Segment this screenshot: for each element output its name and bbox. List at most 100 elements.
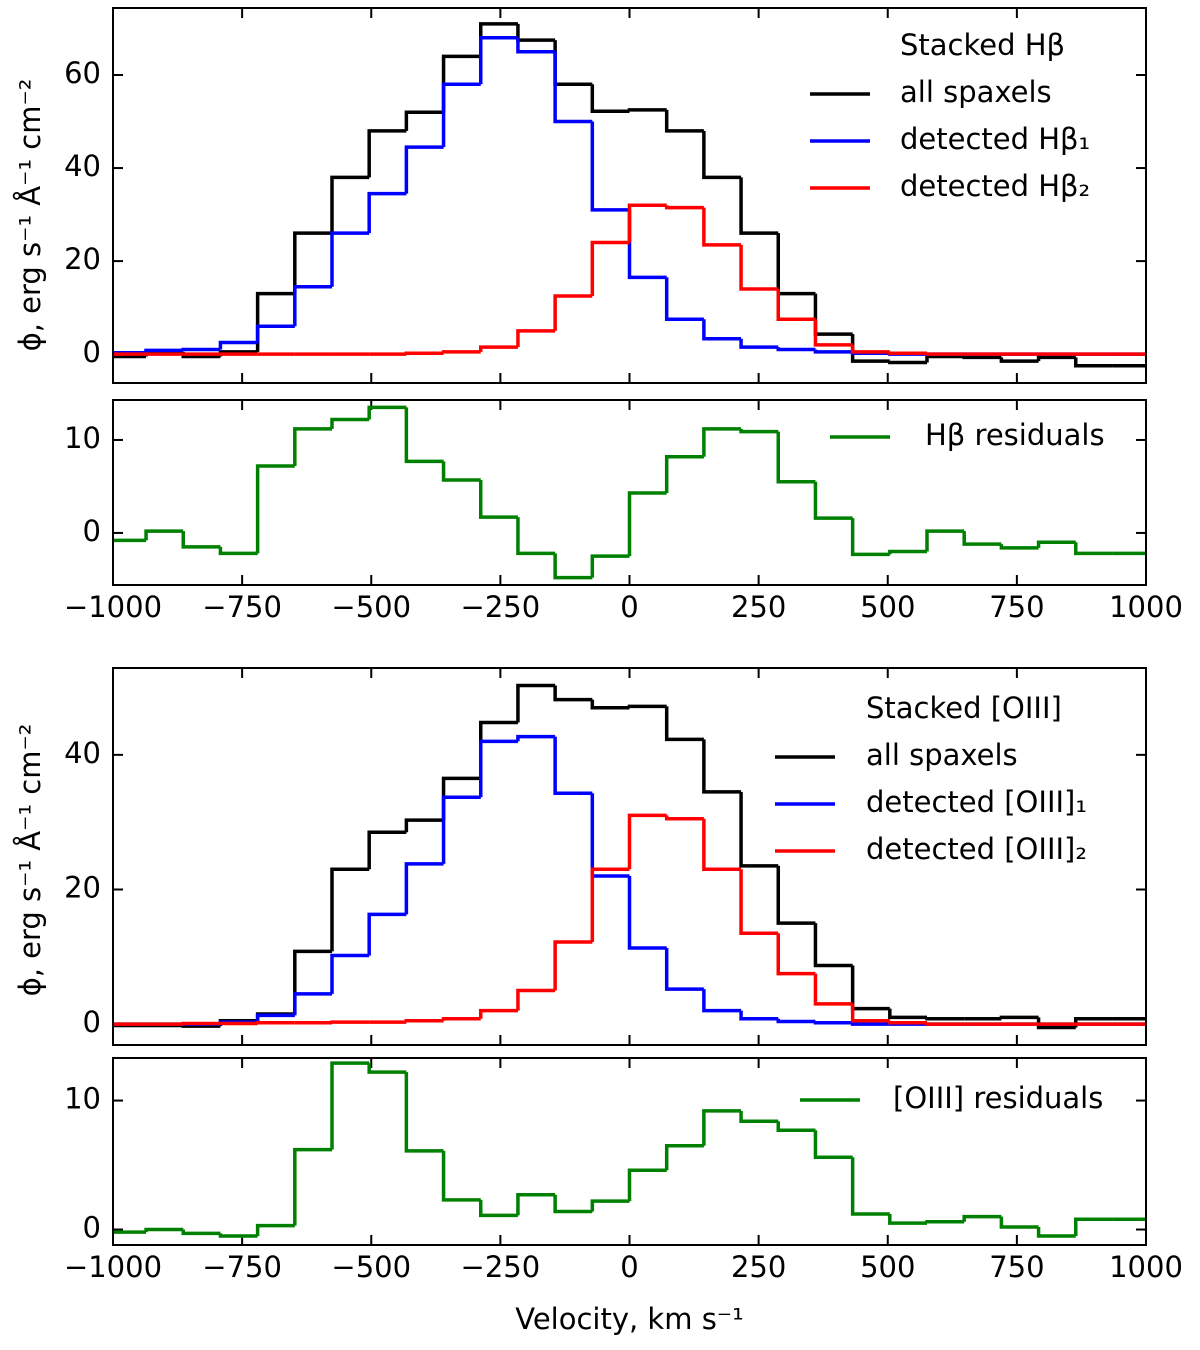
step-segment	[702, 989, 742, 1013]
panel: −1000 −750 −500 −250 0 250 500 750 1000 0 10 [OIII]…	[64, 1057, 1183, 1336]
legend-title: Stacked [OIII]	[866, 691, 1062, 725]
step-segment	[144, 348, 184, 353]
plot-frame	[112, 7, 1147, 384]
step-segment	[218, 1233, 258, 1238]
step-segment	[553, 1194, 593, 1214]
step-segment	[702, 1109, 742, 1146]
x-tick-label: 1000	[1109, 590, 1183, 624]
step-segment	[293, 992, 332, 1016]
step-segment	[925, 529, 965, 552]
x-tick-label: 1000	[1109, 1250, 1183, 1284]
step-segment	[1074, 1217, 1113, 1236]
step-segment	[999, 1216, 1039, 1229]
step-segment	[478, 345, 518, 352]
y-tick-label: 60	[64, 56, 101, 90]
x-tick-label: 0	[620, 1250, 638, 1284]
step-segment	[293, 427, 332, 467]
step-segment	[590, 84, 630, 114]
step-segment	[702, 739, 742, 794]
step-segment	[218, 340, 258, 350]
step-segment	[627, 813, 667, 870]
step-segment	[627, 1168, 667, 1202]
x-tick-label: 0	[620, 590, 638, 624]
step-segment	[776, 289, 816, 322]
step-segment	[181, 1021, 221, 1026]
legend-label: [OIII] residuals	[893, 1081, 1103, 1115]
legend-title: Stacked Hβ	[900, 28, 1065, 62]
step-segment	[181, 1229, 221, 1236]
step-segment	[664, 948, 704, 991]
step-segment	[553, 40, 593, 87]
step-segment	[813, 319, 853, 347]
legend-label: detected [OIII]₂	[866, 832, 1087, 866]
step-segment	[293, 1147, 332, 1226]
step-segment	[888, 360, 928, 365]
x-tick-label: −750	[202, 590, 282, 624]
y-tick-label: 0	[83, 335, 101, 369]
step-segment	[962, 531, 1002, 546]
step-segment	[850, 1022, 890, 1026]
x-tick-label: 500	[860, 590, 915, 624]
step-segment	[255, 464, 295, 554]
plot-frame	[112, 399, 1147, 586]
step-segment	[702, 319, 742, 341]
step-segment	[330, 175, 370, 234]
legend-label: all spaxels	[900, 75, 1052, 109]
step-segment	[367, 912, 407, 956]
step-segment	[813, 349, 853, 354]
step-segment	[255, 1013, 295, 1023]
y-tick-label: 0	[83, 1211, 101, 1245]
step-segment	[739, 244, 779, 291]
panel: −1000 −750 −500 −250 0 250 500 750 1000 0 10 Hβ res…	[64, 399, 1183, 624]
legend-label: detected Hβ₂	[900, 169, 1090, 203]
step-segment	[330, 231, 370, 287]
step-segment	[367, 1063, 407, 1074]
step-segment	[702, 207, 742, 247]
step-segment	[739, 1010, 779, 1021]
x-tick-label: −500	[331, 1250, 411, 1284]
step-segment	[1036, 1226, 1076, 1238]
step-segment	[627, 704, 667, 709]
x-tick-label: −500	[331, 590, 411, 624]
step-segment	[590, 699, 630, 710]
step-segment	[330, 953, 370, 994]
step-segment	[516, 1192, 556, 1216]
step-segment	[404, 818, 444, 833]
x-tick-label: −1000	[64, 1250, 162, 1284]
step-segment	[776, 431, 816, 484]
step-segment	[553, 685, 593, 702]
step-segment	[702, 130, 742, 180]
step-segment	[404, 407, 444, 464]
step-segment	[702, 427, 742, 457]
step-segment	[553, 736, 593, 795]
step-segment	[850, 334, 890, 363]
step-segment	[739, 177, 779, 235]
step-segment	[664, 109, 704, 133]
step-segment	[553, 553, 593, 580]
step-segment	[441, 795, 481, 864]
step-segment	[590, 793, 630, 878]
step-segment	[925, 352, 965, 356]
step-segment	[293, 231, 332, 294]
x-tick-label: −250	[461, 590, 541, 624]
step-segment	[776, 933, 816, 976]
y-tick-label: 0	[83, 514, 101, 548]
step-segment	[1074, 542, 1113, 556]
series-group	[113, 405, 1146, 580]
step-segment	[367, 830, 407, 870]
step-segment	[1036, 540, 1076, 548]
step-segment	[627, 108, 667, 112]
step-segment	[255, 291, 295, 352]
step-segment	[664, 277, 704, 322]
step-segment	[664, 205, 704, 210]
step-segment	[739, 428, 779, 434]
step-segment	[516, 23, 556, 42]
step-segment	[441, 350, 481, 354]
step-segment	[925, 1220, 965, 1224]
step-segment	[776, 865, 816, 925]
step-segment	[516, 517, 556, 556]
step-segment	[367, 405, 407, 420]
step-segment	[218, 546, 258, 556]
step-segment	[478, 36, 518, 85]
step-segment	[850, 1157, 890, 1216]
